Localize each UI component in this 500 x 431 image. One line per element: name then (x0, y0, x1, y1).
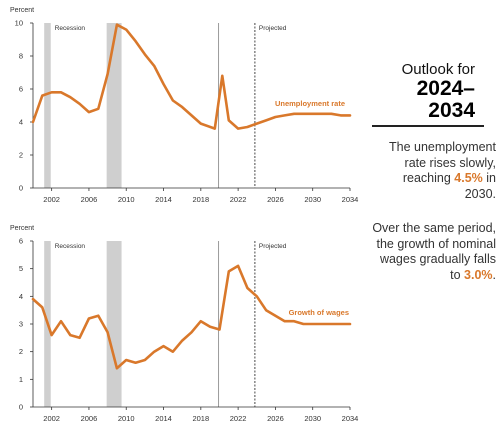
wages-x-tick-label-2002: 2002 (43, 414, 60, 423)
wages-highlight: 3.0% (464, 267, 493, 282)
wages-y-tick-label-2: 2 (19, 347, 23, 356)
wages-x-tick-label-2006: 2006 (81, 414, 98, 423)
wages-y-tick-label-4: 4 (19, 292, 23, 301)
wages-y-tick-label-0: 0 (19, 403, 23, 412)
unemployment-x-tick-label-2006: 2006 (81, 195, 98, 204)
wages-x-tick-label-2022: 2022 (230, 414, 247, 423)
unemployment-summary: The unemployment rate rises slowly, reac… (372, 140, 496, 202)
unemployment-highlight: 4.5% (454, 171, 483, 185)
wages-summary: Over the same period, the growth of nomi… (372, 221, 496, 283)
outlook-years-start: 2024– (416, 77, 475, 100)
wages-summary-end: . (492, 267, 496, 282)
wages-x-tick-label-2030: 2030 (304, 414, 321, 423)
unemployment-x-tick-label-2026: 2026 (267, 195, 284, 204)
wages-recession-label: Recession (55, 243, 86, 250)
wages-recession-band-1 (106, 241, 122, 407)
unemployment-y-tick-label-2: 2 (19, 151, 23, 160)
unemployment-summary-end: in 2030. (464, 171, 496, 201)
wages-series-line-0 (31, 264, 352, 370)
wages-x-tick-label-2010: 2010 (118, 414, 135, 423)
unemployment-series-label-0: Unemployment rate (275, 99, 345, 108)
sidebar-rule (372, 125, 484, 127)
unemployment-y-tick-label-10: 10 (15, 19, 23, 28)
wages-x-tick-label-2026: 2026 (267, 414, 284, 423)
unemployment-x-tick-label-2022: 2022 (230, 195, 247, 204)
unemployment-x-tick-label-2034: 2034 (342, 195, 359, 204)
unemployment-y-tick-label-0: 0 (19, 184, 23, 193)
wages-x-tick-label-2018: 2018 (192, 414, 209, 423)
wages-y-tick-label-6: 6 (19, 237, 23, 246)
wages-y-tick-label-5: 5 (19, 264, 23, 273)
unemployment-x-tick-label-2010: 2010 (118, 195, 135, 204)
wages-y-tick-label-1: 1 (19, 375, 23, 384)
unemployment-y-tick-label-8: 8 (19, 52, 23, 61)
unemployment-x-tick-label-2030: 2030 (304, 195, 321, 204)
unemployment-summary-text: The unemployment rate rises slowly, reac… (388, 140, 496, 185)
unemployment-y-axis-label: Percent (10, 7, 34, 14)
wages-x-tick-label-2014: 2014 (155, 414, 172, 423)
wages-projected-label: Projected (259, 243, 287, 250)
unemployment-recession-band-0 (44, 23, 51, 188)
unemployment-y-tick-label-4: 4 (19, 118, 23, 127)
outlook-years: 2024– 2034 (376, 78, 475, 122)
wages-y-axis-label: Percent (10, 225, 34, 232)
wages-summary-text: Over the same period, the growth of nomi… (372, 221, 496, 282)
unemployment-recession-band-1 (106, 23, 122, 188)
outlook-years-end: 2034 (428, 99, 475, 122)
unemployment-recession-label: Recession (55, 25, 86, 32)
outlook-label: Outlook for (401, 61, 475, 78)
wages-x-tick-label-2034: 2034 (342, 414, 359, 423)
unemployment-x-tick-label-2018: 2018 (192, 195, 209, 204)
unemployment-y-tick-label-6: 6 (19, 85, 23, 94)
wages-series-label-0: Growth of wages (289, 308, 349, 317)
unemployment-x-tick-label-2014: 2014 (155, 195, 172, 204)
unemployment-projected-label: Projected (259, 25, 287, 32)
unemployment-x-tick-label-2002: 2002 (43, 195, 60, 204)
wages-y-tick-label-3: 3 (19, 320, 23, 329)
unemployment-series-line-0 (31, 23, 352, 130)
